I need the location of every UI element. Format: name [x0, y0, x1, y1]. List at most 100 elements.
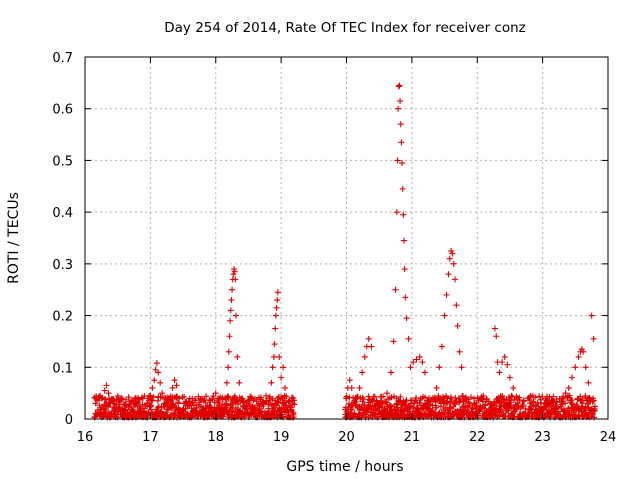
data-point: [288, 406, 295, 413]
data-point: [398, 139, 405, 146]
data-point: [578, 346, 585, 353]
data-point: [346, 377, 353, 384]
data-point: [278, 374, 285, 381]
data-point: [356, 384, 363, 391]
data-point: [401, 237, 408, 244]
data-point: [387, 407, 394, 414]
data-point: [480, 392, 487, 399]
data-point: [266, 395, 273, 402]
data-point: [473, 402, 480, 409]
data-point: [421, 369, 428, 376]
x-tick-label: 17: [142, 430, 159, 445]
data-point: [271, 341, 278, 348]
data-point: [122, 396, 129, 403]
data-point: [181, 393, 188, 400]
data-point: [360, 396, 367, 403]
data-point: [493, 333, 500, 340]
data-point: [176, 395, 183, 402]
x-axis-label: GPS time / hours: [286, 459, 403, 475]
data-point: [429, 408, 436, 415]
data-point: [496, 412, 503, 419]
grid: [85, 57, 608, 419]
data-point: [149, 397, 156, 404]
data-point: [482, 402, 489, 409]
data-point: [417, 396, 424, 403]
x-tick-label: 20: [338, 430, 355, 445]
data-point: [422, 394, 429, 401]
data-point: [501, 353, 508, 360]
data-point: [452, 401, 459, 408]
data-point: [504, 361, 511, 368]
data-point: [148, 402, 155, 409]
data-point: [157, 379, 164, 386]
data-point: [590, 397, 597, 404]
data-point: [527, 393, 534, 400]
data-point: [399, 160, 406, 167]
data-point: [125, 394, 132, 401]
data-point: [222, 395, 229, 402]
data-point: [559, 395, 566, 402]
data-point: [379, 400, 386, 407]
data-point: [365, 335, 372, 342]
data-point: [105, 390, 112, 397]
data-point: [223, 379, 230, 386]
data-point: [553, 404, 560, 411]
data-point: [569, 374, 576, 381]
x-tick-label: 18: [207, 430, 224, 445]
data-point: [276, 353, 283, 360]
data-point: [392, 286, 399, 293]
data-point: [282, 384, 289, 391]
data-point: [465, 399, 472, 406]
data-point: [448, 396, 455, 403]
data-point: [182, 405, 189, 412]
data-point: [547, 402, 554, 409]
data-point: [573, 401, 580, 408]
data-point: [163, 409, 170, 416]
data-point: [399, 185, 406, 192]
data-point: [227, 307, 234, 314]
data-point: [452, 276, 459, 283]
y-tick-label: 0.6: [52, 103, 73, 118]
data-point: [289, 409, 296, 416]
data-point: [268, 379, 275, 386]
data-point: [572, 364, 579, 371]
data-point: [481, 405, 488, 412]
data-point: [102, 396, 109, 403]
data-point: [446, 255, 453, 262]
data-point: [230, 271, 237, 278]
data-point: [591, 403, 598, 410]
x-tick-label: 16: [77, 430, 94, 445]
data-point: [229, 286, 236, 293]
data-point: [453, 302, 460, 309]
data-point: [433, 404, 440, 411]
data-point: [269, 364, 276, 371]
x-tick-label: 22: [469, 430, 486, 445]
data-point: [232, 276, 239, 283]
data-point: [403, 315, 410, 322]
data-point: [441, 312, 448, 319]
data-point: [393, 209, 400, 216]
data-point: [569, 396, 576, 403]
data-point: [98, 395, 105, 402]
x-tick-label: 23: [534, 430, 551, 445]
data-point: [386, 402, 393, 409]
data-point: [520, 397, 527, 404]
data-point: [527, 405, 534, 412]
data-point: [229, 409, 236, 416]
data-point: [161, 400, 168, 407]
data-point: [353, 395, 360, 402]
data-point: [407, 364, 414, 371]
data-point: [582, 364, 589, 371]
data-point: [585, 379, 592, 386]
data-point: [402, 294, 409, 301]
data-point: [562, 400, 569, 407]
data-point: [359, 369, 366, 376]
data-point: [449, 250, 456, 257]
data-point: [444, 395, 451, 402]
data-point: [390, 338, 397, 345]
data-point: [516, 396, 523, 403]
x-tick-label: 21: [404, 430, 421, 445]
data-point: [532, 394, 539, 401]
data-point: [155, 404, 162, 411]
data-point: [397, 121, 404, 128]
